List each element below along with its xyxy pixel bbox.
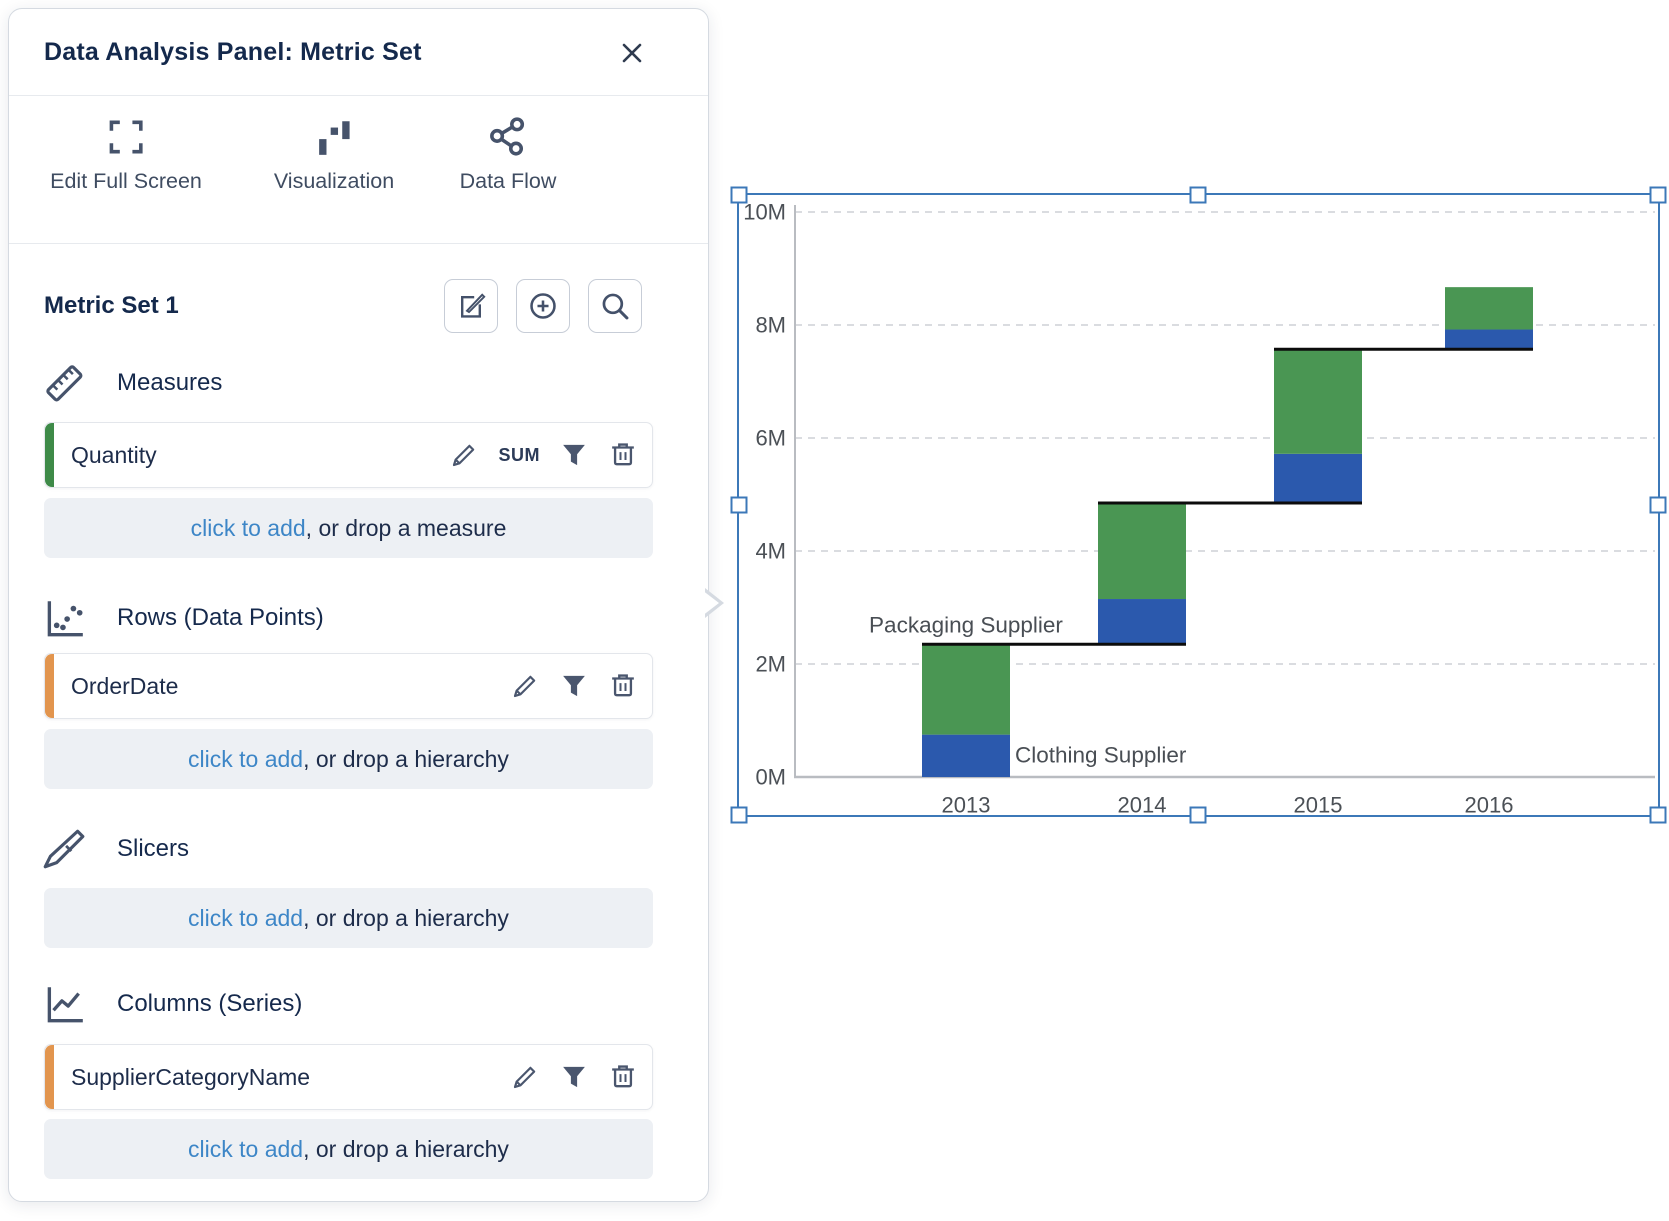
bar-segment-2016-clothing[interactable] [1445,329,1533,350]
section-columns: Columns (Series) [41,982,302,1026]
search-button[interactable] [588,279,642,333]
bar-segment-2013-clothing[interactable] [922,734,1010,777]
bar-segment-2014-packaging[interactable] [1098,502,1186,600]
line-chart-icon [41,981,87,1027]
bar-segment-2015-clothing[interactable] [1274,453,1362,503]
filter-icon[interactable] [560,441,588,469]
trash-icon[interactable] [608,671,638,701]
add-metric-button[interactable] [516,279,570,333]
placeholder-text: , or drop a hierarchy [303,745,509,772]
filter-icon[interactable] [560,1063,588,1091]
aggregate-sum-label[interactable]: SUM [498,444,540,465]
selection-handle-bottom-right[interactable] [1649,806,1667,824]
series-label-packaging: Packaging Supplier [869,613,1063,638]
edit-metric-set-button[interactable] [444,279,498,333]
section-label: Measures [117,369,223,396]
selection-handle-bottom-mid[interactable] [1189,806,1207,824]
scatter-plot-icon [41,595,87,641]
selection-handle-mid-left[interactable] [730,496,748,514]
toolbar-edit-full-screen[interactable]: Edit Full Screen [50,111,202,194]
bar-chart-icon [313,111,355,163]
trash-icon[interactable] [608,440,638,470]
toolbar-label: Visualization [273,169,395,193]
section-label: Slicers [117,835,190,862]
close-icon[interactable] [618,39,646,67]
panel-title: Data Analysis Panel: Metric Set [44,37,422,66]
placeholder-text: , or drop a hierarchy [303,904,509,931]
x-axis-tick-label: 2016 [1465,793,1514,816]
field-accent-bar [45,1045,54,1109]
selection-handle-top-right[interactable] [1649,186,1667,204]
bar-segment-2013-packaging[interactable] [922,644,1010,735]
add-series-row[interactable]: click to add, or drop a hierarchy [44,1119,653,1179]
x-axis-tick-label: 2013 [942,793,991,816]
click-to-add-link[interactable]: click to add [190,514,306,541]
field-name: SupplierCategoryName [71,1063,311,1090]
pencil-icon[interactable] [449,440,479,470]
click-to-add-link[interactable]: click to add [188,745,304,772]
x-axis-tick-label: 2014 [1118,793,1167,816]
y-axis-tick-label: 2M [755,652,786,677]
click-to-add-link[interactable]: click to add [188,904,304,931]
toolbar-label: Data Flow [459,169,557,193]
y-axis-tick-label: 10M [743,200,786,225]
series-label-clothing: Clothing Supplier [1015,742,1187,767]
selection-handle-bottom-left[interactable] [730,806,748,824]
fullscreen-icon [105,111,147,163]
data-flow-icon [487,111,529,163]
section-rows: Rows (Data Points) [41,596,324,640]
selection-handle-mid-right[interactable] [1649,496,1667,514]
filter-icon[interactable] [560,672,588,700]
y-axis-tick-label: 8M [755,313,786,338]
field-name: Quantity [71,441,157,468]
knife-icon [41,826,87,872]
divider [9,95,708,96]
selection-handle-top-left[interactable] [730,186,748,204]
divider [9,243,708,244]
section-slicers: Slicers [41,827,189,871]
y-axis-tick-label: 6M [755,426,786,451]
add-row-hierarchy-row[interactable]: click to add, or drop a hierarchy [44,729,653,789]
ruler-icon [41,360,87,406]
add-slicer-row[interactable]: click to add, or drop a hierarchy [44,888,653,948]
toolbar-visualization[interactable]: Visualization [274,111,394,194]
toolbar-data-flow[interactable]: Data Flow [459,111,557,194]
pencil-icon[interactable] [510,671,540,701]
add-measure-row[interactable]: click to add, or drop a measure [44,498,653,558]
section-label: Rows (Data Points) [117,604,324,631]
placeholder-text: , or drop a measure [305,514,507,541]
field-accent-bar [45,423,54,487]
metric-set-title: Metric Set 1 [44,292,179,319]
bar-segment-2015-packaging[interactable] [1274,349,1362,454]
selection-handle-top-mid[interactable] [1189,186,1207,204]
waterfall-chart[interactable]: 0M 2M 4M 6M 8M 10M 2013 2014 2015 2016 Packaging S… [739,195,1658,818]
field-row-quantity[interactable]: Quantity SUM [44,422,653,488]
y-axis-tick-label: 4M [755,539,786,564]
section-measures: Measures [41,361,222,405]
x-axis-tick-label: 2015 [1294,793,1343,816]
panel-pointer-notch-fill [702,590,719,616]
trash-icon[interactable] [608,1062,638,1092]
panel-header: Data Analysis Panel: Metric Set [9,9,708,95]
data-analysis-panel: Data Analysis Panel: Metric Set Edit Ful… [8,8,709,1202]
field-row-orderdate[interactable]: OrderDate [44,653,653,719]
field-accent-bar [45,654,54,718]
y-axis-tick-label: 0M [755,765,786,790]
toolbar-label: Edit Full Screen [50,169,202,193]
field-name: OrderDate [71,672,179,699]
chart-selection-frame[interactable]: 0M 2M 4M 6M 8M 10M 2013 2014 2015 2016 Packaging S… [730,186,1667,824]
bar-segment-2014-clothing[interactable] [1098,599,1186,645]
section-label: Columns (Series) [117,990,303,1017]
click-to-add-link[interactable]: click to add [188,1135,304,1162]
bar-segment-2016-packaging[interactable] [1445,287,1533,330]
pencil-icon[interactable] [510,1062,540,1092]
placeholder-text: , or drop a hierarchy [303,1135,509,1162]
field-row-suppliercategoryname[interactable]: SupplierCategoryName [44,1044,653,1110]
